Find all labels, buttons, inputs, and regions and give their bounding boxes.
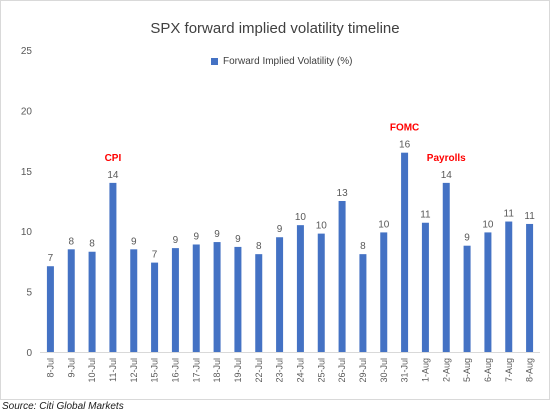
x-tick-label: 29-Jul	[358, 358, 368, 383]
data-label: 10	[316, 221, 328, 232]
bar	[338, 201, 346, 352]
data-label: 9	[235, 234, 241, 245]
bar	[171, 248, 179, 352]
event-annotation: CPI	[105, 153, 122, 164]
y-tick-label: 5	[26, 288, 32, 299]
legend: Forward Implied Volatility (%)	[211, 56, 352, 67]
bar	[401, 152, 409, 352]
x-tick-label: 24-Jul	[295, 358, 305, 383]
data-label: 9	[131, 236, 137, 247]
x-tick-label: 16-Jul	[170, 358, 180, 383]
data-label: 9	[214, 229, 220, 240]
data-label: 8	[89, 239, 95, 250]
bar	[46, 266, 54, 352]
bar	[255, 254, 263, 352]
x-tick-label: 7-Aug	[504, 358, 514, 382]
bar	[234, 246, 242, 352]
x-tick-label: 19-Jul	[233, 358, 243, 383]
x-tick-label: 15-Jul	[150, 358, 160, 383]
event-annotation: FOMC	[390, 123, 419, 134]
bar	[442, 182, 450, 352]
x-tick-label: 1-Aug	[420, 358, 430, 382]
legend-swatch	[211, 58, 218, 65]
bar	[359, 254, 367, 352]
bar	[109, 182, 117, 352]
data-label: 9	[173, 235, 179, 246]
data-label: 9	[193, 231, 199, 242]
bar	[192, 244, 200, 352]
y-tick-label: 25	[21, 46, 33, 57]
bar	[317, 233, 325, 352]
bar	[276, 237, 284, 352]
y-tick-label: 10	[21, 227, 33, 238]
bar	[213, 242, 221, 352]
y-tick-label: 15	[21, 167, 33, 178]
data-label: 11	[420, 210, 431, 221]
data-label: 9	[464, 233, 470, 244]
bar	[151, 262, 159, 352]
x-tick-label: 23-Jul	[275, 358, 285, 383]
x-tick-label: 10-Jul	[87, 358, 97, 383]
x-tick-label: 11-Jul	[108, 358, 118, 382]
data-label: 7	[152, 250, 158, 261]
bar	[463, 245, 471, 352]
x-tick-label: 25-Jul	[316, 358, 326, 383]
data-label: 9	[277, 224, 283, 235]
bar	[88, 251, 96, 352]
data-label: 13	[337, 188, 349, 199]
data-label: 11	[504, 209, 515, 220]
data-label: 10	[482, 219, 494, 230]
x-tick-label: 17-Jul	[191, 358, 201, 383]
x-tick-label: 5-Aug	[462, 358, 472, 382]
x-tick-label: 31-Jul	[400, 358, 410, 383]
y-tick-label: 0	[26, 348, 32, 359]
data-label: 16	[399, 140, 411, 151]
bar	[67, 249, 75, 352]
x-tick-label: 9-Jul	[66, 358, 76, 378]
data-label: 14	[441, 170, 453, 181]
bar	[130, 249, 138, 352]
data-label: 14	[107, 170, 119, 181]
x-tick-label: 2-Aug	[441, 358, 451, 382]
x-tick-label: 18-Jul	[212, 358, 222, 383]
legend-label: Forward Implied Volatility (%)	[223, 56, 353, 67]
bar	[421, 222, 429, 352]
bar	[505, 221, 513, 352]
x-tick-label: 26-Jul	[337, 358, 347, 383]
x-tick-label: 30-Jul	[379, 358, 389, 383]
x-tick-label: 12-Jul	[129, 358, 139, 383]
data-label: 11	[524, 211, 535, 222]
bar	[380, 232, 388, 352]
x-tick-label: 8-Jul	[45, 358, 55, 378]
bar	[484, 232, 492, 352]
chart-title: SPX forward implied volatility timeline	[150, 20, 400, 37]
event-annotation: Payrolls	[427, 153, 466, 164]
source-note: Source: Citi Global Markets	[2, 401, 124, 412]
data-label: 10	[378, 219, 390, 230]
y-tick-label: 20	[21, 106, 33, 117]
x-tick-label: 22-Jul	[254, 358, 264, 383]
data-label: 8	[360, 241, 366, 252]
data-label: 8	[256, 241, 262, 252]
data-label: 10	[295, 212, 307, 223]
x-tick-label: 8-Aug	[525, 358, 535, 382]
data-label: 7	[48, 253, 54, 264]
x-tick-label: 6-Aug	[483, 358, 493, 382]
bar	[296, 225, 304, 352]
bar	[526, 223, 534, 352]
bar-chart: 0 5 10 15 20 25 7 8-Jul 8 9-Jul 8 10-Jul 14 11-Jul 9 12…	[21, 46, 540, 383]
data-label: 8	[68, 236, 74, 247]
